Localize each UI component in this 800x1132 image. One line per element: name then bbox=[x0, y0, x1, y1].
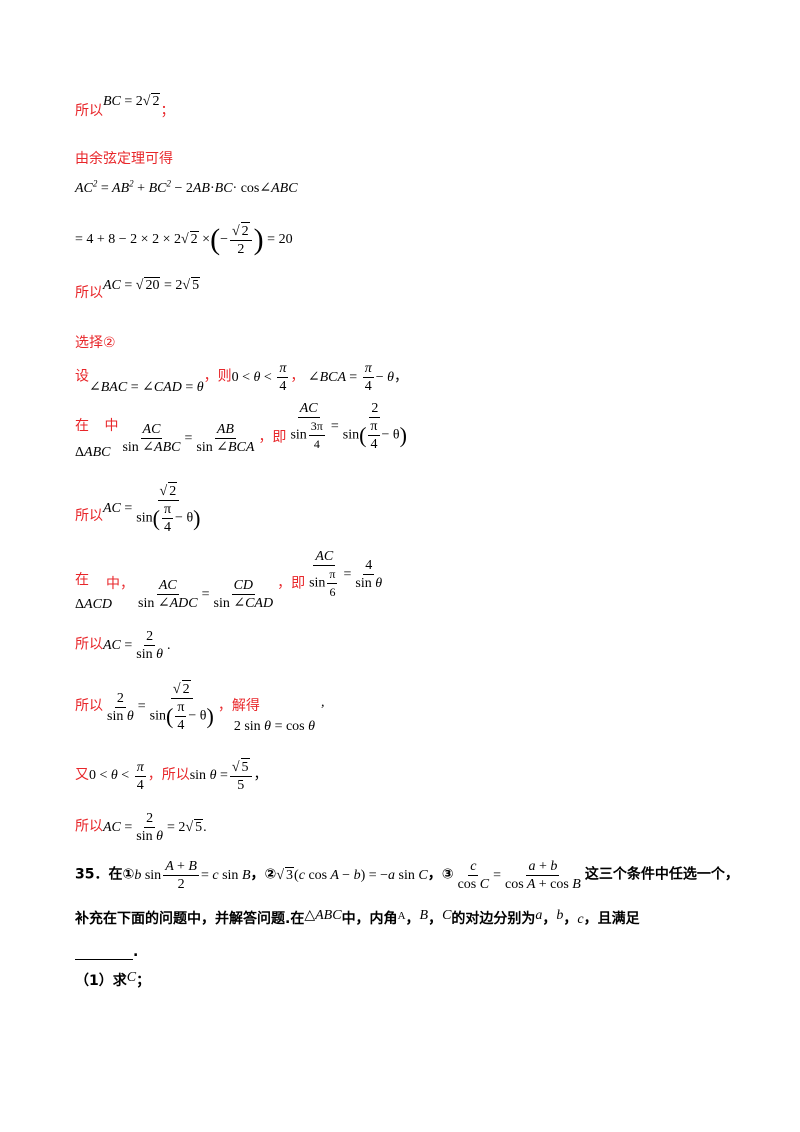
line-set-theta: 设∠BAC = ∠CAD = θ，则0 < θ < π 4， ∠BCA = π 4−… bbox=[75, 361, 408, 395]
line-ac-theta: 所以AC = √ 2 sin(π 4− θ) bbox=[75, 482, 201, 535]
problem-number: 35． bbox=[75, 866, 109, 883]
line-cosine-law: 由余弦定理可得 bbox=[75, 148, 173, 168]
line-solve: 所以 2 sin θ = √ 2 sin(π 4− θ) ，解得2 sin θ = cos θ, bbox=[75, 680, 325, 735]
problem-35-line1: 35．在①b sin A + B 2 = c sin B，②√ 3(c cos A − … bbox=[75, 859, 739, 892]
text-cosine-law: 由余弦定理可得 bbox=[75, 151, 173, 167]
formula-ac-value: = 4 + 8 − 2 × 2 × 2√ 2 ×(− √ 2 2) = 20 bbox=[75, 222, 293, 257]
formula-bc: BC = 2√ 2 bbox=[103, 93, 161, 109]
line-bc: 所以BC = 2√ 2； bbox=[75, 93, 175, 119]
line-triangle-abc: 在ΔABC中 AC sin ∠ABC = AB sin ∠BCA ，即 AC sin 3π 4 = 2 s… bbox=[75, 401, 407, 460]
problem-35-line2: 补充在下面的问题中，并解答问题.在△ABC中，内角A，B，C的对边分别为a，b，… bbox=[75, 908, 640, 927]
line-ac-result: 所以AC = √ 20 = 2√ 5 bbox=[75, 277, 201, 301]
line-range: 又0 < θ < π 4 ，所以sin θ = √ 5 5， bbox=[75, 758, 268, 793]
formula-ac-squared: AC2 = AB2 + BC2 − 2AB·BC· cos∠ABC bbox=[75, 178, 298, 196]
line-final-ac: 所以AC = 2 sin θ = 2√ 5. bbox=[75, 811, 207, 844]
line-choice-2: 选择② bbox=[75, 335, 116, 351]
line-ac-sin: 所以AC = 2 sin θ. bbox=[75, 629, 171, 662]
answer-blank: . bbox=[75, 944, 138, 960]
sub-question-1: （1）求C； bbox=[75, 970, 151, 989]
text-suoyi: 所以 bbox=[75, 103, 103, 119]
line-triangle-acd: 在ΔACD中， AC sin ∠ADC = CD sin ∠CAD ，即 AC sin π 6 = 4 s… bbox=[75, 549, 383, 612]
